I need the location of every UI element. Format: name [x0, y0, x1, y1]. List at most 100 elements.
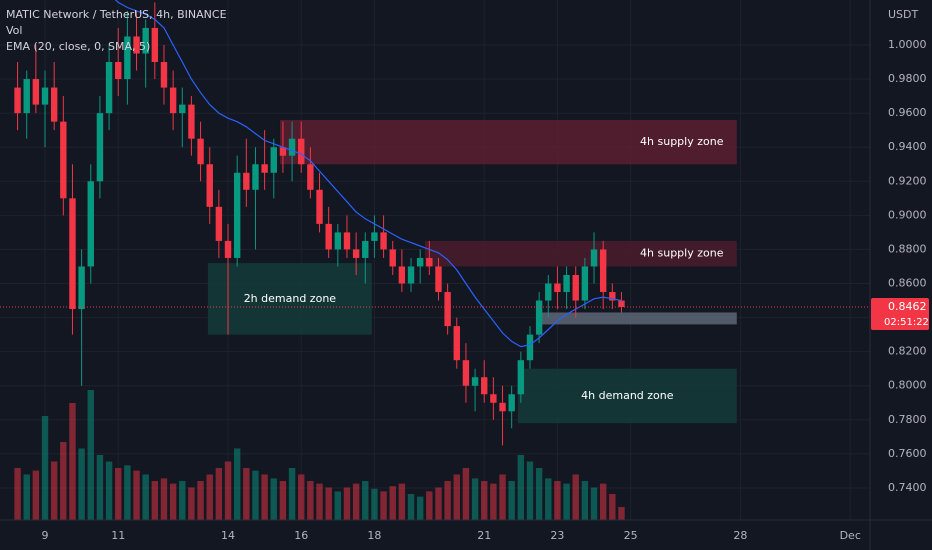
candle-body [362, 240, 369, 258]
chart-title: MATIC Network / TetherUS, 4h, BINANCE [6, 8, 227, 21]
volume-bar [316, 483, 323, 520]
candle-body [416, 257, 424, 267]
candle-body [453, 326, 460, 361]
volume-bar [78, 448, 85, 520]
candle-body [352, 249, 360, 258]
volume-bar [453, 474, 460, 520]
candle-body [371, 232, 378, 241]
candle-body [389, 249, 396, 267]
candle-layer [0, 0, 870, 446]
candle-body [87, 181, 94, 267]
x-tick-label: 18 [367, 529, 381, 542]
candle-body [563, 274, 570, 293]
candle-body [526, 334, 534, 361]
volume-bar [581, 481, 589, 520]
axis-layer: 0.74000.76000.78000.80000.82000.84000.86… [42, 38, 929, 542]
candle-body [581, 266, 589, 301]
candle-body [325, 223, 332, 250]
candle-body [233, 172, 241, 258]
candle-body [78, 266, 85, 310]
volume-bar [169, 483, 177, 520]
y-tick-label: 0.9200 [888, 174, 927, 187]
candle-body [545, 283, 552, 301]
candle-body [435, 266, 442, 293]
volume-bar [352, 483, 360, 520]
y-tick-label: 0.7800 [888, 413, 927, 426]
candle-body [179, 104, 186, 114]
candle-body [316, 189, 323, 224]
y-tick-label: 1.0000 [888, 38, 927, 51]
zone-layer: 4h supply zone 4h supply zone 2h demand zo… [207, 119, 737, 424]
volume-bar [343, 487, 351, 520]
candle-body [215, 206, 223, 241]
volume-bar [490, 483, 497, 520]
volume-bar [23, 474, 30, 520]
volume-bar [481, 481, 488, 520]
candle-body [115, 62, 122, 80]
zone [424, 240, 737, 267]
candle-body [32, 79, 40, 105]
zone [539, 312, 737, 325]
x-tick-label: 11 [111, 529, 125, 542]
volume-bar [416, 496, 424, 520]
volume-bar [407, 494, 415, 520]
y-tick-label: 0.7600 [888, 447, 927, 460]
x-tick-label: 14 [221, 529, 235, 542]
zone-label: 4h demand zone [581, 389, 674, 402]
volume-bar [206, 474, 213, 520]
zone [517, 368, 737, 424]
candle-body [96, 113, 104, 182]
candle-body [69, 198, 76, 310]
candle-body [398, 266, 406, 284]
volume-bar [87, 390, 94, 520]
y-tick-label: 0.8200 [888, 345, 927, 358]
volume-bar [179, 481, 186, 520]
volume-layer [14, 390, 625, 520]
volume-bar [133, 470, 140, 520]
x-tick-label: 21 [477, 529, 491, 542]
candle-body [444, 292, 451, 327]
zone [207, 263, 372, 335]
volume-bar [499, 474, 506, 520]
volume-bar [526, 461, 534, 520]
candle-body [206, 164, 213, 207]
y-tick-label: 0.7400 [888, 481, 927, 494]
volume-bar [380, 491, 387, 520]
y-tick-label: 0.8000 [888, 379, 927, 392]
volume-bar [115, 468, 122, 520]
volume-bar [618, 507, 625, 520]
candle-body [252, 164, 259, 190]
candle-body [288, 138, 296, 156]
volume-bar [224, 461, 232, 520]
volume-bar [398, 483, 406, 520]
zone-label: 4h supply zone [640, 247, 724, 260]
candle-body [197, 138, 204, 165]
candle-body [334, 232, 342, 250]
candle-body [243, 172, 250, 190]
volume-bar [572, 474, 579, 520]
candle-body [599, 249, 607, 293]
volume-bar [307, 481, 314, 520]
x-tick-label: Dec [840, 529, 861, 542]
candle-body [554, 283, 561, 293]
currency-label: USDT [888, 8, 919, 21]
volume-bar [270, 478, 277, 520]
y-tick-label: 0.9600 [888, 106, 927, 119]
candle-body [160, 62, 168, 88]
candle-body [471, 377, 479, 386]
volume-bar [444, 481, 451, 520]
ema-legend: EMA (20, close, 0, SMA, 5) [6, 40, 150, 53]
volume-bar [508, 481, 515, 520]
x-tick-label: 23 [550, 529, 564, 542]
volume-bar [563, 483, 570, 520]
candle-body [609, 292, 616, 301]
candle-body [535, 300, 543, 335]
candle-body [298, 138, 305, 165]
candle-body [151, 27, 159, 63]
candle-body [133, 36, 140, 54]
candle-body [380, 232, 387, 250]
x-tick-label: 9 [42, 529, 49, 542]
volume-bar [233, 448, 241, 520]
candle-body [407, 266, 415, 284]
